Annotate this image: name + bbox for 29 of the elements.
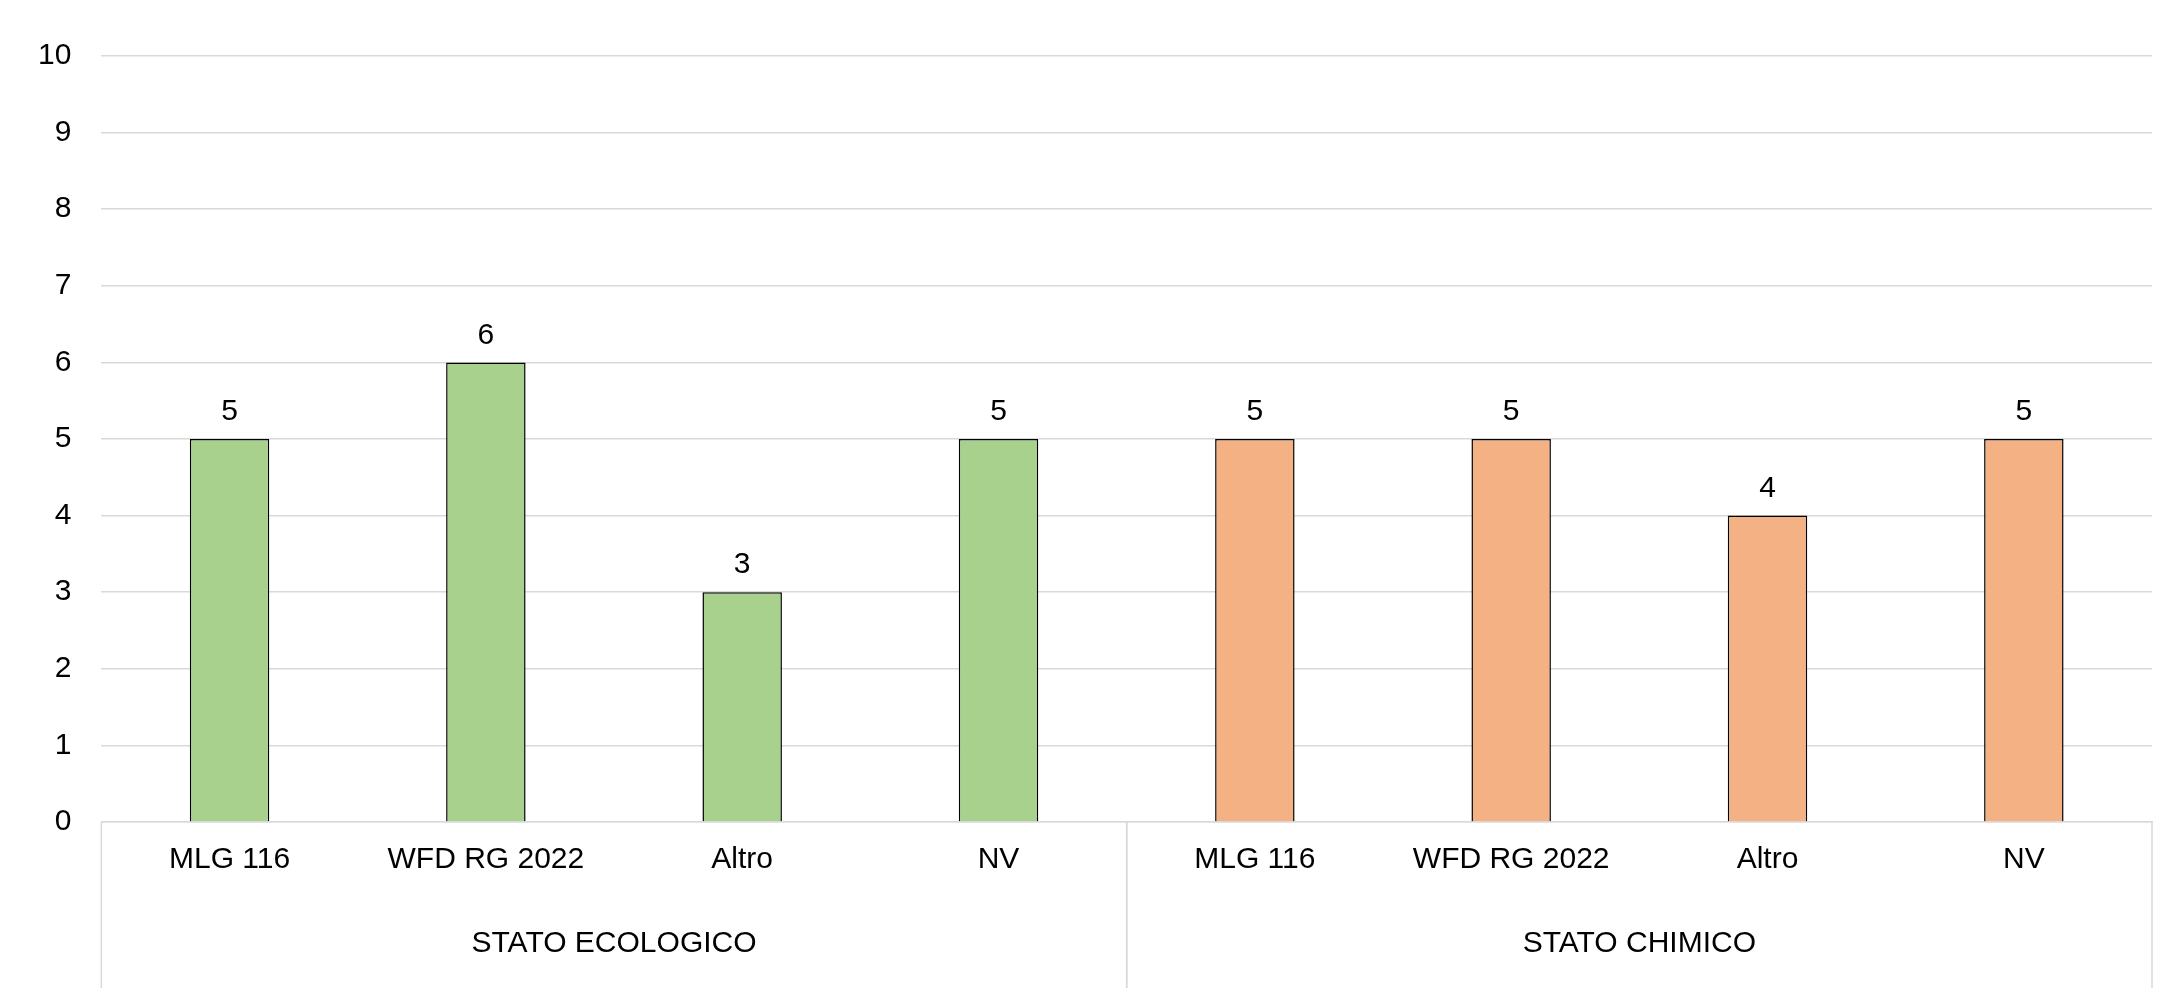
y-tick-label: 3 xyxy=(54,573,72,607)
x-tick-label: Altro xyxy=(711,841,774,875)
x-tick-label: NV xyxy=(2002,841,2045,875)
x-tick-label: MLG 116 xyxy=(168,841,291,875)
data-label: 3 xyxy=(733,546,751,580)
data-label: 5 xyxy=(2015,393,2033,427)
x-tick-label: WFD RG 2022 xyxy=(387,841,585,875)
data-label: 5 xyxy=(1502,393,1520,427)
data-label: 5 xyxy=(990,393,1007,427)
data-label: 5 xyxy=(221,393,238,427)
y-tick-label: 6 xyxy=(54,343,72,377)
text: STATO ECOLOGICO xyxy=(471,925,757,959)
text: STATO CHIMICO xyxy=(1522,925,1757,959)
x-tick-label: Altro xyxy=(1736,841,1799,875)
data-label: 4 xyxy=(1759,469,1776,503)
y-tick-label: 1 xyxy=(54,726,72,760)
y-tick-label: 10 xyxy=(37,37,72,71)
data-label: 5 xyxy=(1246,393,1264,427)
x-tick-label: WFD RG 2022 xyxy=(1412,841,1610,875)
y-tick-label: 4 xyxy=(54,496,72,530)
x-tick-label: NV xyxy=(977,841,1020,875)
y-tick-label: 2 xyxy=(54,650,72,684)
y-tick-label: 5 xyxy=(54,420,72,454)
y-tick-label: 0 xyxy=(54,803,72,837)
y-tick-label: 9 xyxy=(54,113,72,147)
x-tick-label: MLG 116 xyxy=(1194,841,1316,875)
y-tick-label: 8 xyxy=(54,190,72,224)
data-label: 6 xyxy=(477,316,495,350)
y-tick-label: 7 xyxy=(54,267,72,301)
